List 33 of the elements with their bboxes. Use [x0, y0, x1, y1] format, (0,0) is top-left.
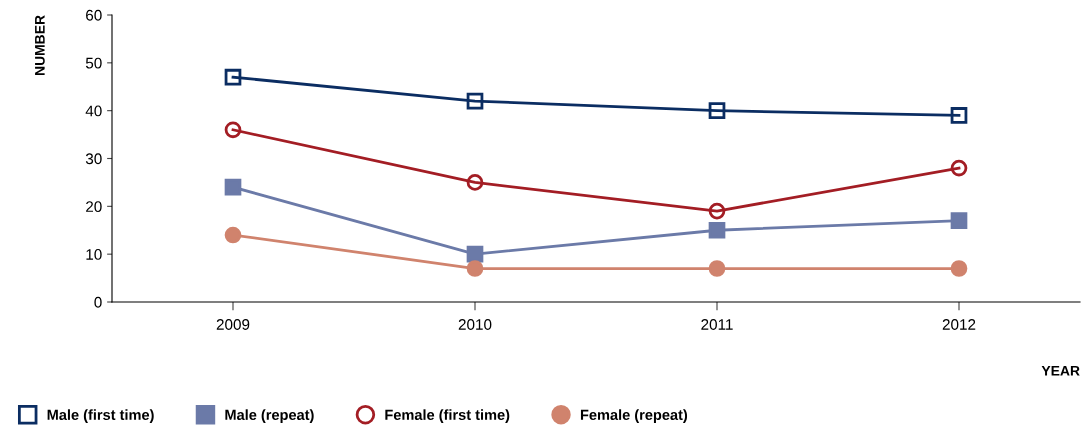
- point: [708, 102, 726, 119]
- point: [466, 260, 484, 277]
- y-tick-label: 40: [85, 105, 102, 117]
- x-axis-title: YEAR: [1041, 366, 1080, 376]
- legend-label: Female (repeat): [580, 409, 688, 423]
- legend-label: Male (repeat): [225, 409, 314, 423]
- legend-label: Male (first time): [47, 409, 154, 423]
- y-axis-title: NUMBER: [35, 15, 45, 76]
- y-tick-label: 20: [86, 201, 102, 213]
- point: [708, 202, 726, 220]
- point: [708, 260, 726, 277]
- point: [466, 174, 484, 191]
- y-tick-label: 50: [85, 57, 102, 69]
- point: [224, 68, 242, 86]
- point: [950, 159, 968, 177]
- point: [950, 260, 968, 277]
- y-tick-label: 60: [86, 9, 102, 21]
- y-tick-label: 10: [86, 249, 102, 260]
- point: [224, 226, 242, 244]
- point: [466, 245, 484, 263]
- point: [950, 212, 968, 230]
- legend-label: Female (first time): [385, 409, 510, 423]
- point: [950, 107, 968, 124]
- point: [224, 178, 242, 196]
- x-tick-label: 2011: [701, 319, 733, 330]
- point: [466, 92, 484, 110]
- y-tick-label: 30: [85, 153, 102, 165]
- point: [224, 121, 242, 139]
- point: [708, 221, 726, 239]
- x-tick-label: 2010: [458, 319, 492, 330]
- x-tick-label: 2012: [942, 319, 976, 330]
- y-tick-label: 0: [94, 296, 102, 308]
- x-tick-label: 2009: [216, 319, 250, 330]
